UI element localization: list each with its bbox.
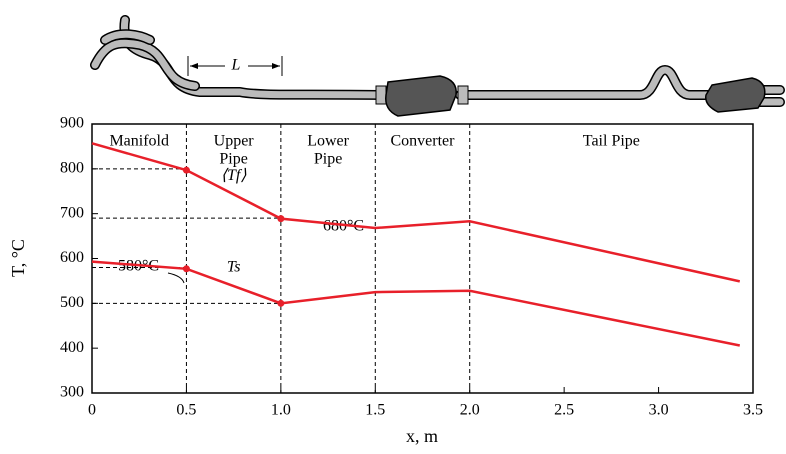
x-tick-label: 2.5 <box>554 402 574 419</box>
x-tick-label: 0.5 <box>176 402 196 419</box>
x-tick-label: 3.5 <box>743 402 763 419</box>
series-label: ⟨Tf⟩ <box>221 167 248 184</box>
region-label: Tail Pipe <box>583 133 640 150</box>
region-label: Manifold <box>109 133 169 150</box>
y-tick-label: 500 <box>60 294 84 311</box>
exhaust-illustration: L <box>95 20 780 116</box>
point-marker <box>183 265 190 272</box>
y-tick-label: 400 <box>60 339 84 356</box>
y-tick-label: 600 <box>60 249 84 266</box>
region-label: Lower <box>307 133 349 150</box>
point-marker <box>277 300 284 307</box>
y-axis-label: T, °C <box>8 239 28 277</box>
series-line <box>92 262 740 346</box>
x-tick-label: 2.0 <box>460 402 480 419</box>
point-marker <box>277 215 284 222</box>
x-tick-label: 1.5 <box>365 402 385 419</box>
y-tick-label: 700 <box>60 204 84 221</box>
series-label: Ts <box>227 259 241 276</box>
x-tick-label: 1.0 <box>271 402 291 419</box>
plot-frame <box>92 124 753 393</box>
y-tick-label: 900 <box>60 115 84 132</box>
x-tick-label: 3.0 <box>649 402 669 419</box>
region-label: Pipe <box>219 151 247 168</box>
region-label: Upper <box>214 133 255 150</box>
chart: L T, °C x, m 680°C 580°C 00.51.01.52.02.… <box>0 0 786 454</box>
length-label: L <box>231 57 241 74</box>
point-marker <box>183 167 190 174</box>
series-line <box>92 143 740 281</box>
region-label: Pipe <box>314 151 342 168</box>
y-tick-label: 300 <box>60 384 84 401</box>
x-axis-label: x, m <box>406 426 438 446</box>
leader-line <box>168 273 184 283</box>
region-label: Converter <box>391 133 456 150</box>
y-tick-label: 800 <box>60 160 84 177</box>
x-tick-label: 0 <box>88 402 96 419</box>
